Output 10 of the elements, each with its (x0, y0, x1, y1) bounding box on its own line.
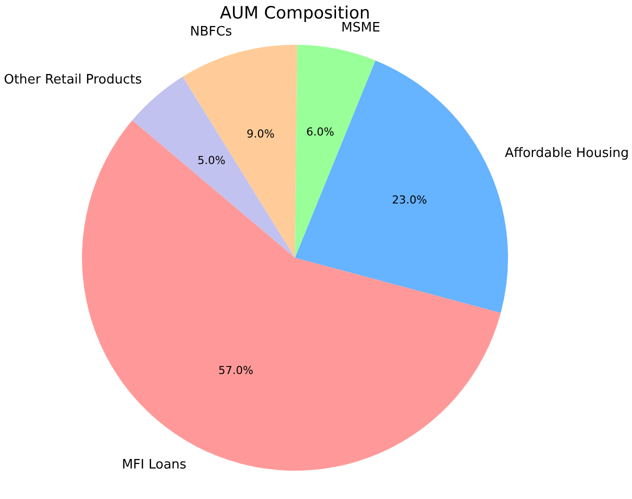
data-label: 23.0% (392, 194, 427, 207)
data-label: 5.0% (198, 154, 226, 167)
slice-label: Affordable Housing (504, 146, 629, 161)
slice-label: NBFCs (190, 24, 232, 40)
data-label: 57.0% (218, 364, 254, 377)
slice-label: MSME (341, 20, 380, 36)
slice-label: Other Retail Products (4, 72, 142, 88)
slice-label: MFI Loans (122, 458, 187, 473)
data-label: 6.0% (306, 125, 334, 138)
data-label: 9.0% (246, 127, 275, 140)
